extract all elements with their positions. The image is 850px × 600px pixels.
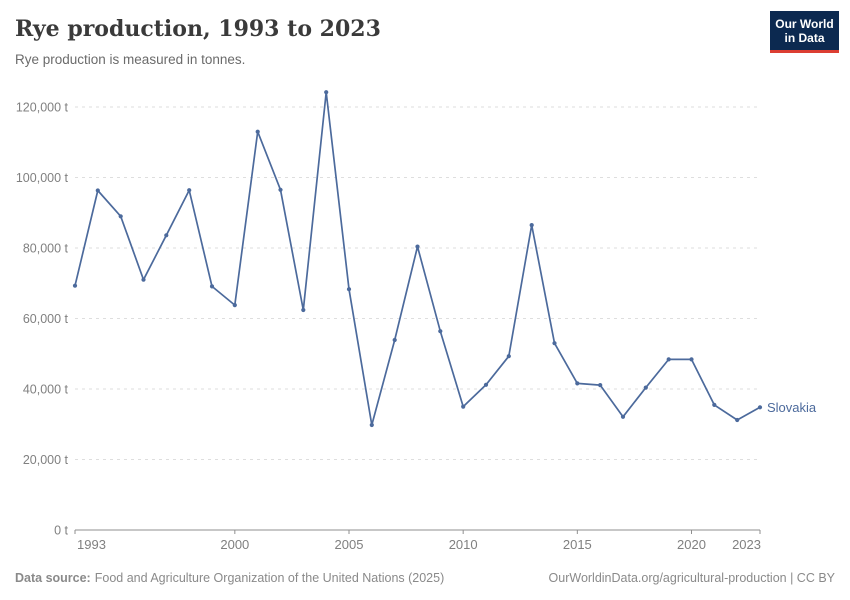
data-point bbox=[757, 405, 763, 410]
x-axis-tick-label: 2020 bbox=[677, 537, 706, 552]
owid-logo[interactable]: Our World in Data bbox=[770, 11, 839, 53]
data-point bbox=[392, 337, 397, 343]
data-point bbox=[209, 284, 215, 289]
data-source-label: Data source: bbox=[15, 571, 91, 585]
data-point bbox=[461, 404, 466, 409]
data-point bbox=[369, 422, 374, 428]
data-point bbox=[689, 357, 694, 362]
owid-logo-line1: Our World bbox=[775, 16, 834, 31]
data-point bbox=[506, 354, 511, 359]
data-point bbox=[643, 385, 648, 390]
chart-footer: Data source: Food and Agriculture Organiz… bbox=[15, 568, 835, 588]
data-point bbox=[187, 188, 192, 193]
data-point bbox=[346, 287, 352, 292]
x-axis-tick-label: 1993 bbox=[77, 537, 106, 552]
x-axis-tick-label: 2015 bbox=[563, 537, 592, 552]
data-point bbox=[141, 277, 146, 282]
data-source-note: Data source: Food and Agriculture Organiz… bbox=[15, 571, 444, 585]
y-axis-tick-label: 20,000 t bbox=[23, 453, 69, 467]
data-point bbox=[324, 90, 329, 95]
data-point bbox=[278, 187, 283, 192]
series-label: Slovakia bbox=[767, 400, 817, 415]
page-subtitle: Rye production is measured in tonnes. bbox=[15, 52, 246, 67]
page-title: Rye production, 1993 to 2023 bbox=[15, 16, 381, 42]
y-axis-tick-label: 120,000 t bbox=[16, 101, 69, 115]
data-point bbox=[255, 129, 260, 134]
data-point bbox=[666, 357, 671, 362]
data-point bbox=[232, 303, 237, 308]
data-point bbox=[118, 214, 123, 219]
y-axis-tick-label: 100,000 t bbox=[16, 171, 69, 185]
data-point bbox=[438, 329, 443, 334]
x-axis-tick-label: 2000 bbox=[220, 537, 249, 552]
data-line bbox=[74, 91, 761, 426]
data-point bbox=[301, 307, 306, 313]
x-axis-tick-label: 2005 bbox=[335, 537, 364, 552]
y-axis-tick-label: 40,000 t bbox=[23, 383, 69, 397]
data-point bbox=[620, 414, 626, 419]
y-axis-tick-label: 60,000 t bbox=[23, 312, 69, 326]
y-axis-tick-label: 0 t bbox=[54, 524, 68, 538]
x-axis-tick-label: 2010 bbox=[449, 537, 478, 552]
data-point bbox=[72, 283, 78, 288]
owid-logo-line2: in Data bbox=[784, 30, 825, 45]
data-point bbox=[712, 402, 717, 407]
x-axis-tick-label: 2023 bbox=[732, 537, 761, 552]
data-point bbox=[552, 341, 557, 346]
data-point bbox=[164, 233, 169, 238]
data-point bbox=[415, 244, 420, 249]
license-link[interactable]: OurWorldinData.org/agricultural-producti… bbox=[548, 571, 835, 585]
data-point bbox=[95, 188, 100, 193]
data-point bbox=[575, 381, 580, 386]
data-source-text: Food and Agriculture Organization of the… bbox=[94, 571, 445, 585]
data-point bbox=[735, 417, 740, 423]
data-point bbox=[598, 383, 603, 388]
data-point bbox=[529, 223, 534, 228]
y-axis-tick-label: 80,000 t bbox=[23, 242, 69, 256]
data-point bbox=[483, 382, 489, 387]
